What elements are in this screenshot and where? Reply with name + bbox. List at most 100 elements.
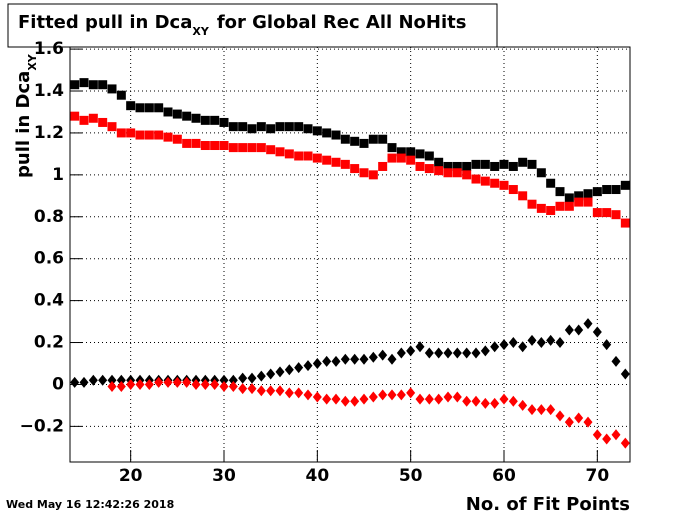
data-point xyxy=(312,126,322,136)
data-point xyxy=(294,151,304,161)
data-point xyxy=(228,143,238,153)
data-point xyxy=(564,193,574,203)
data-point xyxy=(508,185,518,195)
data-point xyxy=(275,366,285,378)
data-point xyxy=(508,395,518,407)
data-point xyxy=(182,138,192,148)
x-tick-label: 50 xyxy=(399,466,423,486)
data-point xyxy=(424,164,434,174)
data-point xyxy=(247,124,257,134)
data-point xyxy=(331,157,341,167)
data-point xyxy=(462,161,472,171)
data-point xyxy=(219,117,229,127)
data-point xyxy=(116,381,126,393)
data-point xyxy=(480,176,490,186)
data-point xyxy=(583,416,593,428)
data-point xyxy=(396,389,406,401)
data-point xyxy=(462,395,472,407)
x-tick-label: 70 xyxy=(585,466,609,486)
data-point xyxy=(126,378,136,390)
data-point xyxy=(256,122,266,132)
data-point xyxy=(340,159,350,169)
data-point xyxy=(368,170,378,180)
data-point xyxy=(70,111,80,121)
data-point xyxy=(602,185,612,195)
data-point xyxy=(340,395,350,407)
data-point xyxy=(331,355,341,367)
data-point xyxy=(387,143,397,153)
data-point xyxy=(508,161,518,171)
plot-area: 20 30 40 50 60 70 −0.2 0 0.2 0.4 0.6 0.8 1 1.2 1.4 1.6 xyxy=(20,39,630,486)
data-point xyxy=(611,355,621,367)
data-point xyxy=(396,147,406,157)
data-point xyxy=(462,170,472,180)
data-point xyxy=(387,353,397,365)
data-point xyxy=(378,389,388,401)
data-point xyxy=(611,185,621,195)
data-point xyxy=(312,153,322,163)
data-point xyxy=(378,161,388,171)
data-point xyxy=(592,187,602,197)
data-point xyxy=(126,101,136,111)
data-point xyxy=(275,122,285,132)
data-point xyxy=(182,376,192,388)
data-point xyxy=(238,122,248,132)
data-point xyxy=(564,324,574,336)
data-point xyxy=(583,318,593,330)
data-point xyxy=(219,141,229,151)
data-point xyxy=(284,387,294,399)
data-point xyxy=(228,381,238,393)
data-point xyxy=(508,337,518,349)
data-point xyxy=(266,385,276,397)
frame xyxy=(69,46,631,463)
data-point xyxy=(490,341,500,353)
data-point xyxy=(172,109,182,119)
data-point xyxy=(592,208,602,218)
data-point xyxy=(191,378,201,390)
title-subscript: XY xyxy=(192,25,209,38)
x-tick-label: 30 xyxy=(212,466,236,486)
data-point xyxy=(480,159,490,169)
data-point xyxy=(518,191,528,201)
data-point xyxy=(555,187,565,197)
x-tick-label: 60 xyxy=(492,466,516,486)
data-point xyxy=(200,378,210,390)
data-point xyxy=(144,378,154,390)
data-point xyxy=(98,117,108,127)
data-point xyxy=(284,149,294,159)
y-axis-label: pull in DcaXY xyxy=(13,53,39,178)
data-point xyxy=(602,208,612,218)
data-point xyxy=(583,189,593,199)
y-tick-label: 1.6 xyxy=(34,39,64,59)
data-point xyxy=(219,374,229,386)
data-point xyxy=(546,404,556,416)
data-point xyxy=(200,141,210,151)
data-point xyxy=(611,210,621,220)
x-axis-label: No. of Fit Points xyxy=(466,494,630,514)
data-point xyxy=(443,347,453,359)
data-point xyxy=(415,341,425,353)
data-point xyxy=(387,389,397,401)
data-point xyxy=(499,180,509,190)
data-point xyxy=(424,151,434,161)
data-point xyxy=(210,378,220,390)
data-point xyxy=(340,134,350,144)
data-point xyxy=(387,153,397,163)
data-point xyxy=(620,368,630,380)
data-point xyxy=(527,199,537,209)
data-point xyxy=(182,111,192,121)
data-point xyxy=(172,134,182,144)
data-point xyxy=(275,385,285,397)
data-point xyxy=(462,347,472,359)
y-tick-label: −0.2 xyxy=(20,416,64,436)
data-point xyxy=(546,334,556,346)
data-point xyxy=(434,157,444,167)
data-point xyxy=(322,128,332,138)
data-point xyxy=(359,168,369,178)
data-point xyxy=(546,178,556,188)
data-point xyxy=(256,370,266,382)
title-box xyxy=(7,3,498,48)
data-point xyxy=(452,347,462,359)
data-point xyxy=(88,374,98,386)
